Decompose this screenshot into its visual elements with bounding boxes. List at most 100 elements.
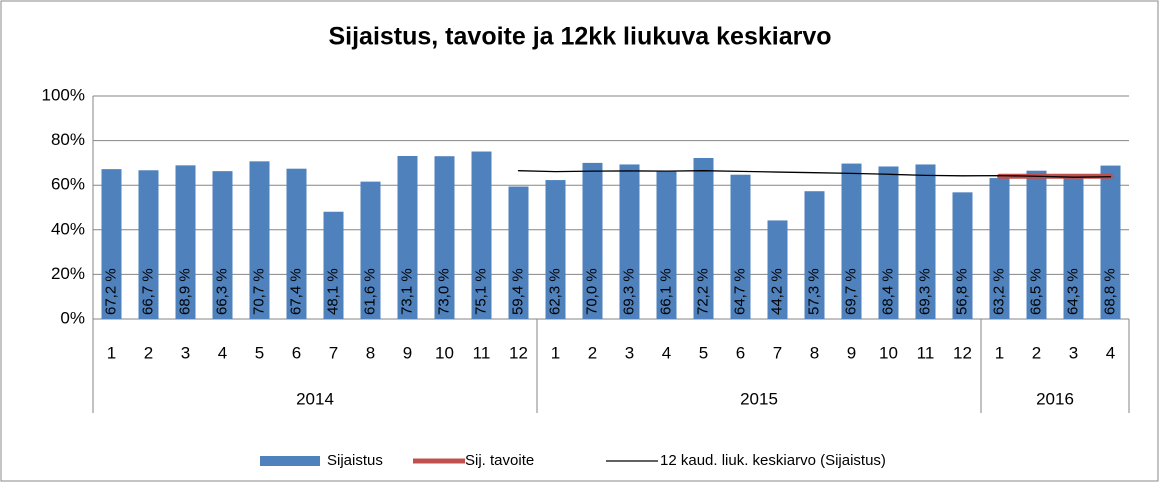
x-tick-label: 4: [662, 343, 671, 362]
y-tick-label: 60%: [51, 175, 85, 194]
bar: [1026, 170, 1047, 319]
bar: [323, 211, 344, 319]
data-label: 66,1 %: [657, 268, 674, 315]
x-tick-label: 3: [181, 343, 190, 362]
bar: [360, 181, 381, 319]
bar: [582, 162, 603, 319]
bar: [952, 192, 973, 319]
bar: [989, 178, 1010, 319]
data-label: 48,1 %: [324, 268, 341, 315]
data-label: 69,7 %: [842, 268, 859, 315]
data-label: 73,0 %: [435, 268, 452, 315]
bar: [175, 165, 196, 319]
bar: [1063, 175, 1084, 319]
data-label: 64,3 %: [1064, 268, 1081, 315]
data-label: 68,9 %: [176, 268, 193, 315]
x-tick-label: 1: [551, 343, 560, 362]
data-label: 70,7 %: [250, 268, 267, 315]
bar: [545, 180, 566, 319]
x-tick-label: 8: [810, 343, 819, 362]
data-label: 72,2 %: [694, 268, 711, 315]
y-tick-label: 80%: [51, 130, 85, 149]
x-tick-label: 5: [699, 343, 708, 362]
x-tick-label: 3: [625, 343, 634, 362]
data-label: 67,4 %: [287, 268, 304, 315]
bar: [693, 157, 714, 319]
x-tick-label: 12: [509, 343, 528, 362]
data-label: 44,2 %: [768, 268, 785, 315]
y-tick-label: 20%: [51, 264, 85, 283]
group-label: 2016: [1036, 389, 1074, 408]
bar: [878, 166, 899, 319]
x-tick-label: 9: [847, 343, 856, 362]
x-tick-label: 5: [255, 343, 264, 362]
bar: [138, 170, 159, 319]
data-label: 75,1 %: [472, 268, 489, 315]
x-tick-label: 12: [953, 343, 972, 362]
data-label: 62,3 %: [546, 268, 563, 315]
data-label: 69,3 %: [620, 268, 637, 315]
data-label: 57,3 %: [805, 268, 822, 315]
x-tick-label: 10: [435, 343, 454, 362]
data-label: 68,8 %: [1101, 268, 1118, 315]
y-tick-label: 0%: [60, 308, 85, 327]
x-tick-label: 2: [1032, 343, 1041, 362]
legend-swatch: [260, 456, 320, 466]
x-tick-label: 8: [366, 343, 375, 362]
data-label: 59,4 %: [509, 268, 526, 315]
bar: [434, 156, 455, 319]
x-tick-label: 7: [773, 343, 782, 362]
bar: [101, 169, 122, 319]
x-tick-label: 4: [1106, 343, 1115, 362]
data-label: 67,2 %: [102, 268, 119, 315]
data-label: 73,1 %: [398, 268, 415, 315]
x-tick-label: 1: [995, 343, 1004, 362]
data-label: 68,4 %: [879, 268, 896, 315]
chart-title: Sijaistus, tavoite ja 12kk liukuva keski…: [328, 23, 831, 51]
bar: [767, 220, 788, 319]
bar: [286, 168, 307, 319]
bar: [915, 164, 936, 319]
group-label: 2014: [296, 389, 334, 408]
data-label: 69,3 %: [916, 268, 933, 315]
bar: [212, 171, 233, 319]
data-label: 66,3 %: [213, 268, 230, 315]
y-tick-label: 100%: [42, 85, 85, 104]
y-tick-label: 40%: [51, 219, 85, 238]
bar: [841, 163, 862, 319]
bar: [730, 174, 751, 319]
data-label: 66,7 %: [139, 268, 156, 315]
group-label: 2015: [740, 389, 778, 408]
x-tick-label: 2: [144, 343, 153, 362]
x-tick-label: 6: [292, 343, 301, 362]
bar: [508, 186, 529, 319]
legend-label: Sij. tavoite: [465, 452, 534, 469]
x-tick-label: 11: [473, 343, 491, 362]
legend-label: Sijaistus: [327, 452, 383, 469]
x-tick-label: 9: [403, 343, 412, 362]
bar: [397, 155, 418, 319]
data-label: 56,8 %: [953, 268, 970, 315]
line: [517, 170, 1112, 178]
legend-label: 12 kaud. liuk. keskiarvo (Sijaistus): [660, 452, 886, 469]
x-tick-label: 1: [107, 343, 116, 362]
data-label: 61,6 %: [361, 268, 378, 315]
data-label: 64,7 %: [731, 268, 748, 315]
x-tick-label: 3: [1069, 343, 1078, 362]
bar: [1100, 165, 1121, 319]
x-tick-label: 2: [588, 343, 597, 362]
x-tick-label: 4: [218, 343, 227, 362]
bar: [619, 164, 640, 319]
bar: [249, 161, 270, 319]
bar: [471, 151, 492, 319]
bar: [804, 191, 825, 319]
x-tick-label: 11: [917, 343, 935, 362]
x-tick-label: 6: [736, 343, 745, 362]
x-tick-label: 10: [879, 343, 898, 362]
data-label: 63,2 %: [990, 268, 1007, 315]
x-tick-label: 7: [329, 343, 338, 362]
bar: [656, 171, 677, 319]
data-label: 70,0 %: [583, 268, 600, 315]
